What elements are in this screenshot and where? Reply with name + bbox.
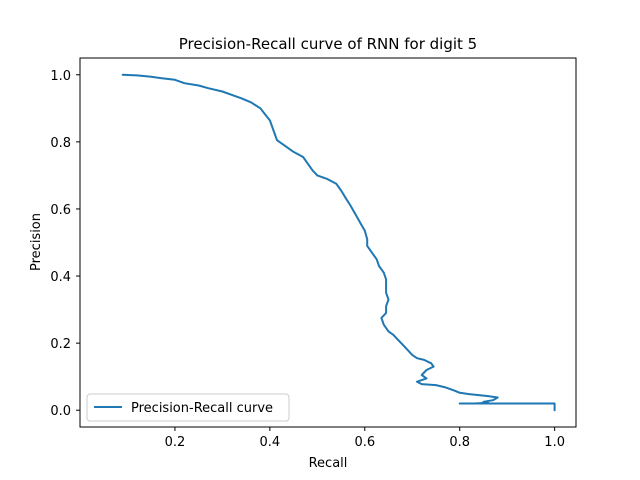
chart-title: Precision-Recall curve of RNN for digit … <box>179 35 477 53</box>
legend-label: Precision-Recall curve <box>131 401 273 416</box>
y-tick-label: 0.8 <box>50 136 71 151</box>
x-tick-label: 0.4 <box>260 435 281 450</box>
y-tick-label: 1.0 <box>50 69 71 84</box>
x-tick-label: 0.8 <box>449 435 470 450</box>
x-tick-label: 0.6 <box>354 435 375 450</box>
y-tick-label: 0.4 <box>50 270 71 285</box>
y-tick-label: 0.0 <box>50 404 71 419</box>
legend: Precision-Recall curve <box>86 393 290 422</box>
plot-frame <box>79 57 577 428</box>
plot-area <box>79 57 577 428</box>
x-axis: 0.2 0.4 0.6 0.8 1.0 <box>165 427 565 450</box>
series-line-precision-recall-curve <box>121 73 556 412</box>
y-tick-label: 0.2 <box>50 337 71 352</box>
legend-box <box>86 393 290 422</box>
y-axis-label: Precision <box>29 213 44 271</box>
y-axis: 0.0 0.2 0.4 0.6 0.8 1.0 <box>50 69 80 419</box>
y-tick-label: 0.6 <box>50 203 71 218</box>
x-tick-label: 0.2 <box>165 435 186 450</box>
x-tick-label: 1.0 <box>544 435 565 450</box>
x-axis-label: Recall <box>309 456 348 471</box>
